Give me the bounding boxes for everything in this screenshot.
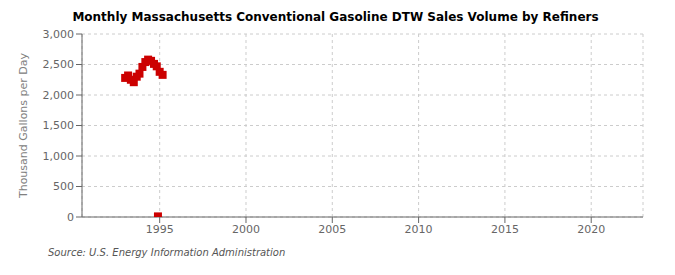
- svg-text:Thousand Gallons per Day: Thousand Gallons per Day: [17, 52, 30, 199]
- svg-text:2000: 2000: [232, 223, 260, 236]
- html-text:Source: U.S. Energy Informatio: Source: U.S. Energy Information Administ…: [48, 247, 286, 258]
- svg-text:1,000: 1,000: [43, 150, 75, 163]
- svg-text:3,000: 3,000: [43, 28, 75, 41]
- svg-text:1995: 1995: [146, 223, 174, 236]
- svg-text:2005: 2005: [318, 223, 346, 236]
- svg-text:2015: 2015: [491, 223, 519, 236]
- html-text:Monthly Massachusetts Conventi: Monthly Massachusetts Conventional Gasol…: [72, 10, 599, 24]
- svg-text:2,500: 2,500: [43, 58, 75, 71]
- svg-text:2010: 2010: [405, 223, 433, 236]
- svg-text:2020: 2020: [577, 223, 605, 236]
- svg-text:0: 0: [67, 211, 74, 224]
- svg-text:500: 500: [53, 180, 74, 193]
- svg-text:1,500: 1,500: [43, 119, 75, 132]
- svg-text:2,000: 2,000: [43, 89, 75, 102]
